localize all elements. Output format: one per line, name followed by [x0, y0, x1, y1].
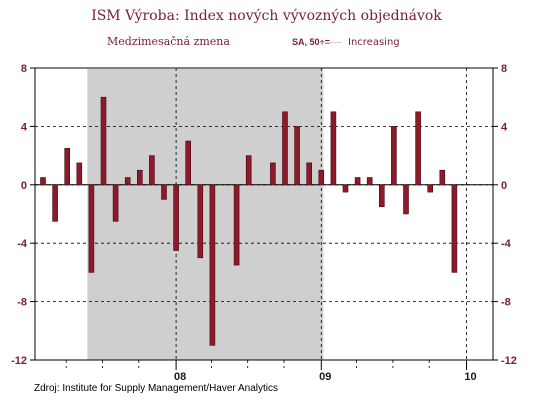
shaded-region — [87, 69, 324, 360]
bar — [149, 155, 155, 186]
bar — [270, 162, 276, 186]
x-tick-label: 10 — [464, 371, 476, 383]
bar — [451, 184, 458, 273]
y-tick-label-right: 8 — [501, 63, 507, 75]
chart-title: ISM Výroba: Index nových vývozných objed… — [91, 8, 442, 24]
bar — [64, 148, 70, 186]
y-tick-label-right: -4 — [501, 238, 512, 250]
legend-swatch — [320, 42, 342, 43]
bar — [427, 184, 434, 193]
bar — [161, 184, 167, 200]
y-tick-label-left: 4 — [21, 121, 28, 133]
y-tick-label-right: 4 — [501, 121, 508, 133]
x-tick-label: 08 — [174, 371, 186, 383]
bar — [40, 177, 46, 186]
bar — [366, 177, 373, 186]
bar — [306, 162, 313, 186]
bar — [112, 184, 119, 222]
plot-border — [34, 67, 494, 361]
bar — [342, 184, 349, 193]
bar — [294, 126, 300, 186]
bar — [282, 111, 288, 186]
bar — [100, 96, 107, 186]
chart-note: SA, 50+= — [292, 37, 331, 47]
bar — [197, 184, 204, 259]
y-tick-label-right: 0 — [501, 180, 507, 192]
bar — [88, 184, 95, 273]
bar — [391, 126, 397, 186]
legend-label: Increasing — [348, 37, 400, 48]
bar — [415, 111, 421, 186]
bar — [76, 162, 83, 186]
bar — [233, 184, 240, 266]
bar — [403, 184, 409, 215]
bar — [378, 184, 385, 208]
bar — [124, 177, 131, 186]
bar — [330, 111, 337, 186]
chart-source: Zdroj: Institute for Supply Management/H… — [34, 383, 279, 394]
bar — [318, 169, 325, 186]
y-tick-label-right: -12 — [501, 355, 517, 367]
bar — [354, 177, 361, 186]
bar — [245, 155, 252, 186]
bar — [439, 169, 446, 186]
y-tick-label-left: 0 — [21, 180, 27, 192]
chart-subtitle: Medzimesačná zmena — [107, 35, 230, 48]
y-tick-label-left: -8 — [17, 297, 27, 309]
y-tick-label-left: -4 — [17, 238, 28, 250]
bar — [52, 184, 58, 222]
y-tick-label-left: -12 — [11, 355, 27, 367]
y-tick-label-left: 8 — [21, 63, 27, 75]
y-tick-label-right: -8 — [501, 297, 511, 309]
bar — [137, 169, 143, 186]
bar — [173, 184, 179, 251]
x-tick-label: 09 — [319, 371, 331, 383]
bar — [209, 184, 216, 346]
bar — [185, 140, 191, 186]
